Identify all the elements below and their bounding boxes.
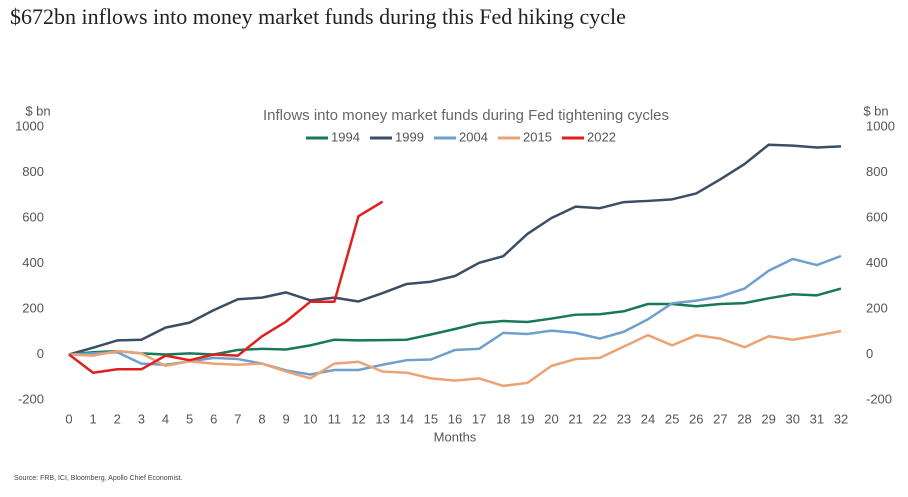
x-tick-label: 24 (641, 411, 655, 426)
x-tick-label: 17 (472, 411, 486, 426)
x-tick-label: 7 (234, 411, 241, 426)
x-tick-label: 16 (448, 411, 462, 426)
x-tick-label: 20 (544, 411, 558, 426)
x-tick-label: 31 (810, 411, 824, 426)
y2-tick-label: 800 (866, 164, 888, 179)
series-line (68, 254, 842, 376)
legend-label: 1999 (395, 129, 424, 144)
legend-label: 2004 (459, 129, 488, 144)
x-tick-label: 29 (761, 411, 775, 426)
x-tick-label: 1 (90, 411, 97, 426)
series-line (68, 287, 842, 356)
y2-tick-label: 0 (866, 346, 873, 361)
x-tick-label: 14 (400, 411, 414, 426)
x-tick-label: 32 (834, 411, 848, 426)
y-tick-label: 400 (22, 255, 44, 270)
y2-axis-label: $ bn (863, 103, 888, 118)
y-tick-label: 600 (22, 209, 44, 224)
y2-tick-label: 400 (866, 255, 888, 270)
x-tick-label: 2 (114, 411, 121, 426)
x-tick-label: 10 (303, 411, 317, 426)
x-tick-label: 23 (617, 411, 631, 426)
series-line (68, 329, 842, 388)
x-tick-label: 25 (665, 411, 679, 426)
x-tick-label: 30 (786, 411, 800, 426)
x-tick-label: 18 (496, 411, 510, 426)
x-tick-label: 6 (210, 411, 217, 426)
y-tick-label: 0 (37, 346, 44, 361)
y2-tick-label: 200 (866, 300, 888, 315)
x-tick-label: 27 (713, 411, 727, 426)
x-tick-label: 0 (65, 411, 72, 426)
y2-tick-label: -200 (866, 391, 892, 406)
x-tick-label: 22 (593, 411, 607, 426)
x-tick-label: 15 (424, 411, 438, 426)
chart-title: Inflows into money market funds during F… (263, 107, 669, 124)
y-tick-label: 200 (22, 300, 44, 315)
x-tick-label: 12 (351, 411, 365, 426)
source: Source: FRB, ICI, Bloomberg, Apollo Chie… (14, 475, 183, 482)
x-tick-label: 4 (162, 411, 169, 426)
x-tick-label: 19 (520, 411, 534, 426)
headline: $672bn inflows into money market funds d… (10, 4, 626, 29)
y2-tick-label: 600 (866, 209, 888, 224)
series-line (68, 143, 842, 356)
x-tick-label: 21 (568, 411, 582, 426)
y-axis-label: $ bn (25, 103, 50, 118)
x-tick-label: 11 (328, 411, 342, 426)
x-tick-label: 5 (186, 411, 193, 426)
y-tick-label: -200 (18, 391, 44, 406)
y2-tick-label: 1000 (866, 118, 895, 133)
y-tick-label: 800 (22, 164, 44, 179)
x-tick-label: 3 (138, 411, 145, 426)
x-tick-label: 26 (689, 411, 703, 426)
x-tick-label: 28 (737, 411, 751, 426)
legend-label: 1994 (331, 129, 360, 144)
y-tick-label: 1000 (15, 118, 44, 133)
legend-label: 2015 (523, 129, 552, 144)
series-line (68, 200, 384, 374)
x-tick-label: 9 (283, 411, 290, 426)
x-axis-label: Months (434, 429, 477, 444)
legend-label: 2022 (587, 129, 616, 144)
x-tick-label: 8 (258, 411, 265, 426)
x-tick-label: 13 (375, 411, 389, 426)
